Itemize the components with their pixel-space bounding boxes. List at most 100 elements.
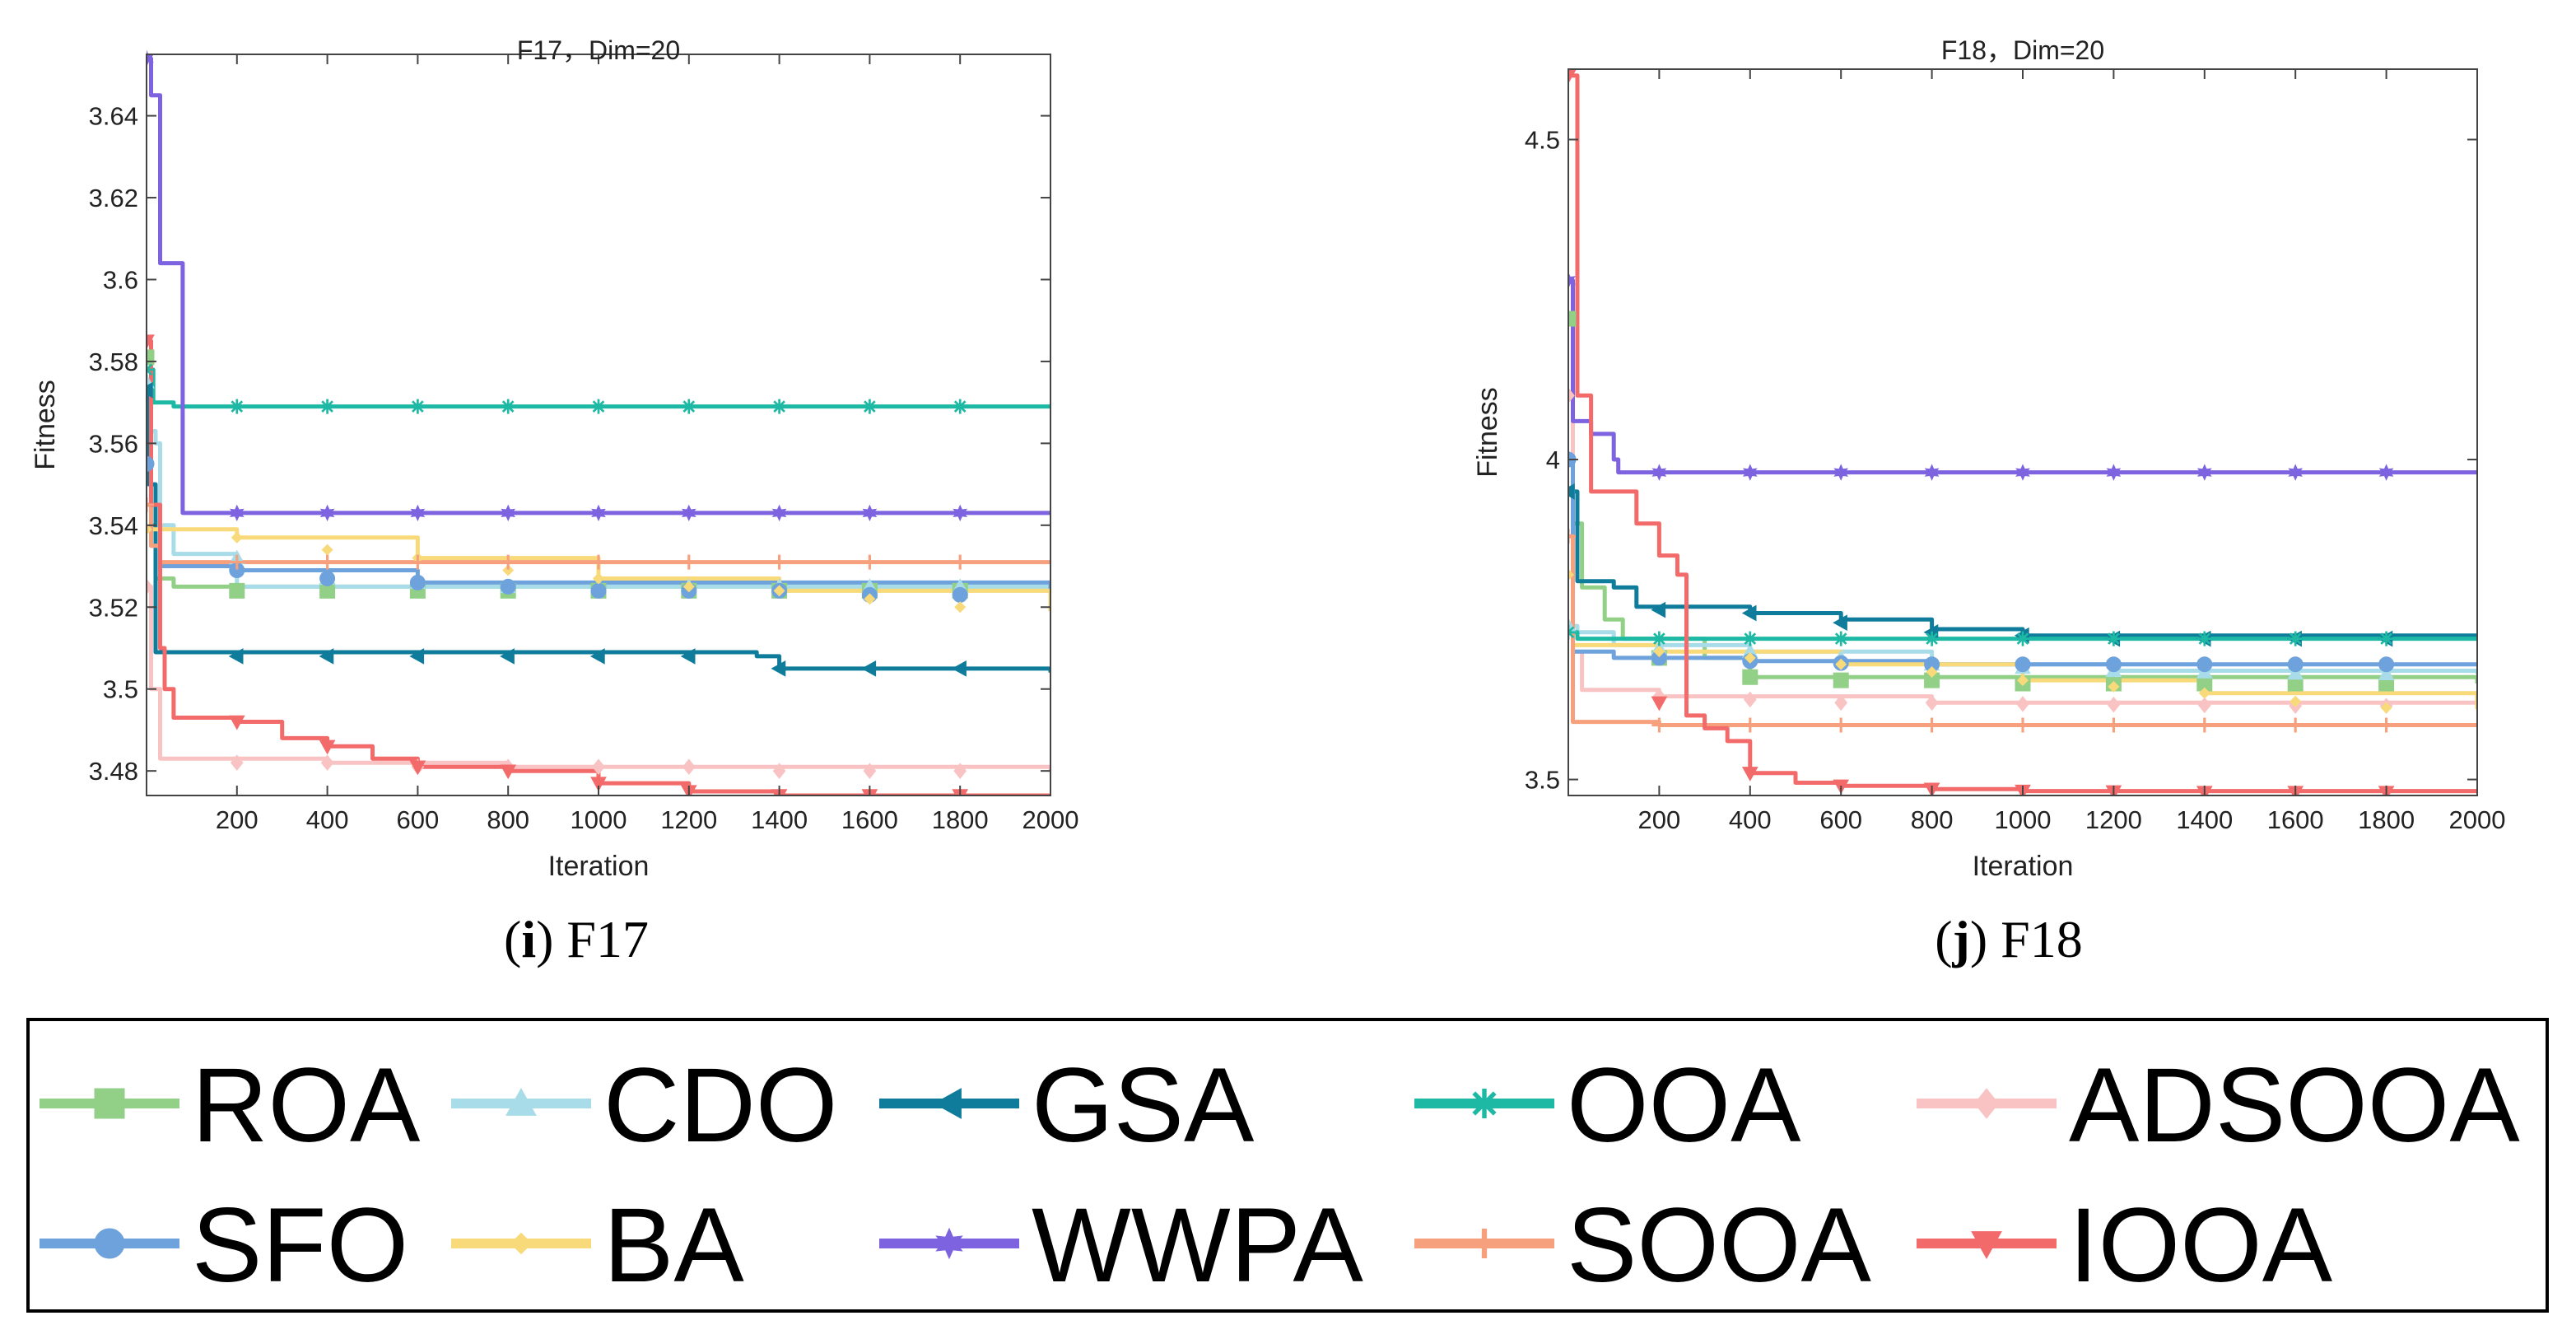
series-line-gsa	[1568, 489, 2477, 639]
marker-ooa	[2015, 631, 2030, 646]
marker-gsa	[1833, 614, 1847, 632]
x-tick-label: 1400	[2176, 805, 2233, 834]
marker-sfo	[500, 578, 516, 595]
marker-adsooa	[592, 758, 605, 775]
marker-sfo	[2196, 656, 2213, 673]
marker-ooa	[229, 399, 245, 414]
marker-sfo	[2287, 656, 2303, 673]
marker-sooa	[1651, 717, 1667, 733]
marker-ba	[954, 601, 967, 614]
marker-iooa	[1741, 767, 1758, 781]
marker-ba	[1568, 568, 1575, 581]
marker-gsa	[861, 660, 877, 677]
marker-gsa	[500, 648, 515, 665]
y-tick-label: 3.52	[89, 593, 138, 622]
y-tick-label: 3.58	[89, 348, 138, 376]
plot-area	[147, 49, 1050, 795]
y-tick-label: 4	[1546, 446, 1560, 474]
marker-adsooa	[1568, 387, 1575, 404]
marker-sooa	[2378, 717, 2394, 733]
marker-adsooa	[2197, 697, 2211, 714]
legend-label: WWPA	[1032, 1187, 1364, 1304]
marker-gsa	[147, 381, 153, 399]
marker-ooa	[1651, 631, 1667, 646]
y-axis-label: Fitness	[1472, 387, 1503, 478]
marker-ba	[147, 523, 153, 535]
marker-gsa	[952, 660, 967, 677]
y-axis-label: Fitness	[30, 380, 61, 470]
marker-cdo	[2378, 665, 2395, 681]
marker-wwpa	[410, 504, 426, 522]
x-tick-label: 1400	[751, 805, 808, 834]
marker-sfo	[2105, 656, 2122, 673]
marker-iooa	[500, 764, 517, 780]
marker-ooa	[2378, 631, 2394, 646]
marker-ba	[864, 593, 876, 605]
x-tick-label: 200	[1638, 805, 1681, 834]
marker-sooa	[2288, 717, 2303, 733]
marker-ooa	[591, 399, 606, 414]
x-axis-label: Iteration	[548, 851, 650, 882]
marker-roa	[1833, 672, 1849, 688]
marker-ba	[2016, 674, 2029, 687]
marker-sooa	[1742, 717, 1758, 733]
subfigure-caption: (i) F17	[504, 910, 649, 968]
marker-ooa	[862, 399, 878, 414]
chart-title: F17，Dim=20	[517, 35, 680, 65]
marker-ba	[773, 585, 785, 597]
marker-sfo	[2378, 656, 2395, 673]
legend-marker-roa	[94, 1088, 125, 1119]
marker-roa	[1568, 310, 1577, 327]
legend-item-gsa: GSA	[879, 1047, 1255, 1164]
marker-ba	[1744, 651, 1756, 664]
x-tick-label: 1000	[571, 805, 627, 834]
legend-item-roa: ROA	[40, 1047, 421, 1164]
series-line-gsa	[147, 388, 1050, 673]
marker-sfo	[409, 574, 426, 590]
marker-ba	[2290, 695, 2302, 707]
marker-wwpa	[862, 504, 878, 522]
marker-cdo	[1568, 618, 1577, 632]
y-tick-label: 3.56	[89, 429, 138, 458]
marker-iooa	[319, 739, 336, 755]
marker-ba	[1835, 658, 1847, 670]
marker-wwpa	[1651, 464, 1667, 481]
series-line-adsooa	[147, 584, 1050, 772]
caption-label: ) F18	[1970, 910, 2083, 968]
legend-item-ooa: OOA	[1414, 1047, 1801, 1164]
legend-marker-ba	[510, 1232, 533, 1255]
marker-wwpa	[1742, 464, 1758, 481]
y-tick-label: 3.54	[89, 511, 138, 540]
marker-iooa	[228, 715, 245, 730]
marker-adsooa	[863, 763, 877, 779]
x-tick-label: 600	[397, 805, 440, 834]
legend-item-sooa: SOOA	[1414, 1187, 1872, 1304]
marker-gsa	[589, 648, 605, 665]
marker-wwpa	[501, 504, 516, 522]
x-tick-label: 1800	[932, 805, 989, 834]
marker-adsooa	[1743, 691, 1757, 708]
caption-prefix: (	[1935, 910, 1952, 968]
marker-ooa	[953, 399, 968, 414]
marker-ba	[231, 531, 243, 544]
marker-sfo	[590, 582, 607, 599]
marker-gsa	[319, 648, 334, 665]
marker-gsa	[409, 648, 425, 665]
legend-label: ROA	[192, 1047, 421, 1164]
legend-label: CDO	[603, 1047, 837, 1164]
caption-letter: i	[521, 910, 536, 968]
subfigure-caption: (j) F18	[1935, 910, 2083, 968]
chart-f18: 200 400 600 800 1000 1200 1400 1600 1800 2000 3.5 4…	[1472, 35, 2505, 968]
marker-gsa	[1741, 604, 1757, 622]
legend-label: SFO	[192, 1187, 408, 1304]
caption-prefix: (	[504, 910, 521, 968]
x-tick-label: 2000	[1022, 805, 1079, 834]
chart-title: F18，Dim=20	[1941, 35, 2104, 65]
x-tick-label: 1600	[2267, 805, 2324, 834]
plot-area	[1568, 69, 2477, 795]
marker-sfo	[952, 586, 968, 603]
marker-sooa	[1833, 717, 1849, 733]
marker-sooa	[681, 554, 696, 570]
marker-gsa	[1568, 483, 1575, 500]
marker-cdo	[2287, 665, 2304, 680]
